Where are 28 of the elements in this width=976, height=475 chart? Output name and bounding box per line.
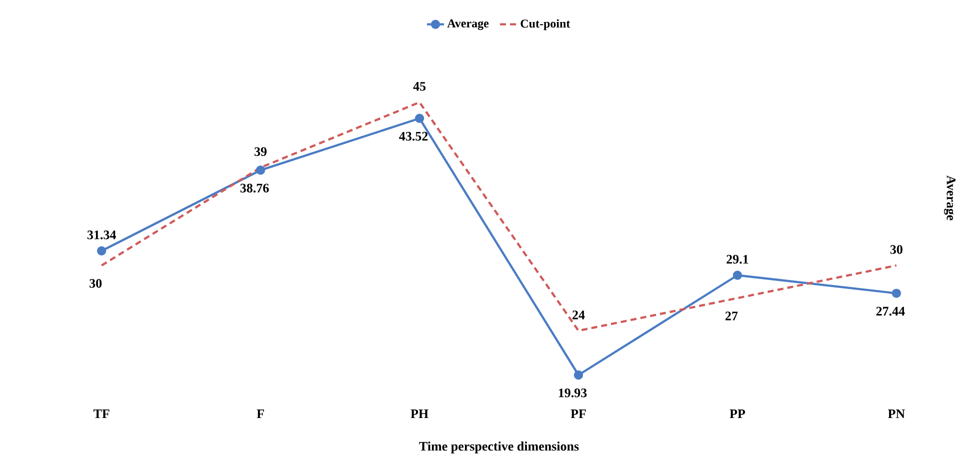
legend-label: Cut-point	[520, 19, 570, 30]
data-label: 19.93	[558, 388, 587, 398]
data-label: 30	[90, 278, 102, 288]
point	[892, 288, 902, 298]
data-label: 39	[254, 147, 267, 156]
y-axis-title: Average	[944, 176, 956, 220]
legend-label: Average	[447, 19, 489, 30]
point	[414, 114, 424, 123]
x-tick-label: PN	[888, 410, 905, 418]
data-label: 38.76	[240, 184, 269, 193]
data-label: 27.44	[876, 306, 905, 316]
data-label: 29.1	[726, 254, 748, 264]
point	[96, 246, 106, 256]
data-label: 27	[726, 312, 738, 320]
data-label: 45	[413, 82, 426, 91]
data-label: 43.52	[399, 132, 428, 141]
point	[732, 270, 742, 280]
x-tick-label: F	[256, 410, 264, 418]
point	[574, 370, 584, 380]
data-label: 30	[890, 245, 902, 254]
x-tick-label: PH	[410, 410, 428, 418]
x-tick-label: PF	[570, 410, 586, 418]
x-tick-label: TF	[93, 410, 110, 418]
x-axis-title: Time perspective dimensions	[419, 442, 579, 454]
x-tick-label: PP	[730, 410, 746, 418]
data-label: 24	[572, 310, 585, 320]
point	[256, 166, 266, 175]
data-label: 31.34	[87, 230, 116, 240]
